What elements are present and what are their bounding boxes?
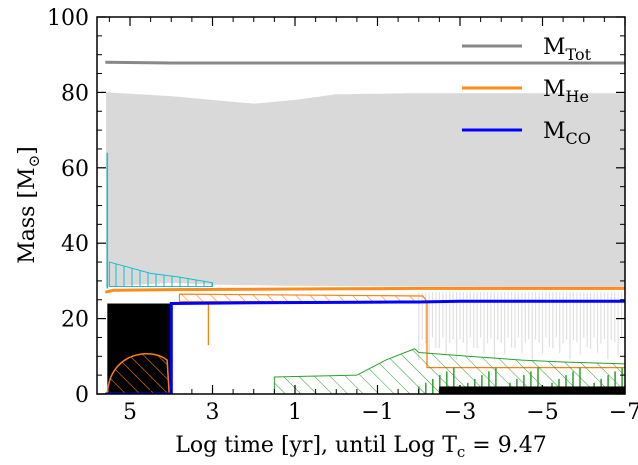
legend-label-co: MCO [543,119,591,148]
legend-label-tot: MTot [543,35,592,64]
late-core-region [439,386,625,394]
y-axis-label: Mass [M⊙] [15,146,43,264]
legend: MTot MHe MCO [462,35,592,148]
x-tick-label: −1 [361,400,393,425]
series-line-tot [105,60,625,65]
he-shell-region [178,293,429,303]
x-axis-label-main: Log time [yr], until Log T [175,433,457,458]
y-axis-label-tail: ] [15,146,40,155]
x-tick-label: −3 [444,400,476,425]
x-axis-label: Log time [yr], until Log Tc = 9.47 [175,433,546,461]
y-tick-label: 60 [61,157,89,182]
y-axis-label-main: Mass [M [15,167,40,263]
y-tick-label: 40 [61,232,89,257]
legend-label-he: MHe [543,77,589,106]
y-tick-label: 20 [61,308,89,333]
x-tick-label: −7 [609,400,638,425]
y-tick-label: 100 [47,6,89,31]
hydrogen-shell-region [108,261,213,288]
y-tick-label: 0 [75,383,89,408]
x-tick-label: −5 [526,400,558,425]
convective-envelope-region [106,92,625,361]
series-line-co [105,299,625,394]
series-line-he [104,286,625,294]
y-tick-label: 80 [61,81,89,106]
x-tick-label: 5 [123,400,137,425]
y-axis-label-sub: ⊙ [25,155,43,168]
late-envelope-strips [418,292,625,361]
x-tick-label: 1 [288,400,302,425]
x-tick-label: 3 [206,400,220,425]
x-axis-label-sub: c [457,443,465,461]
he-core-burning-region [106,353,170,394]
x-axis-label-tail: = 9.47 [465,433,546,458]
